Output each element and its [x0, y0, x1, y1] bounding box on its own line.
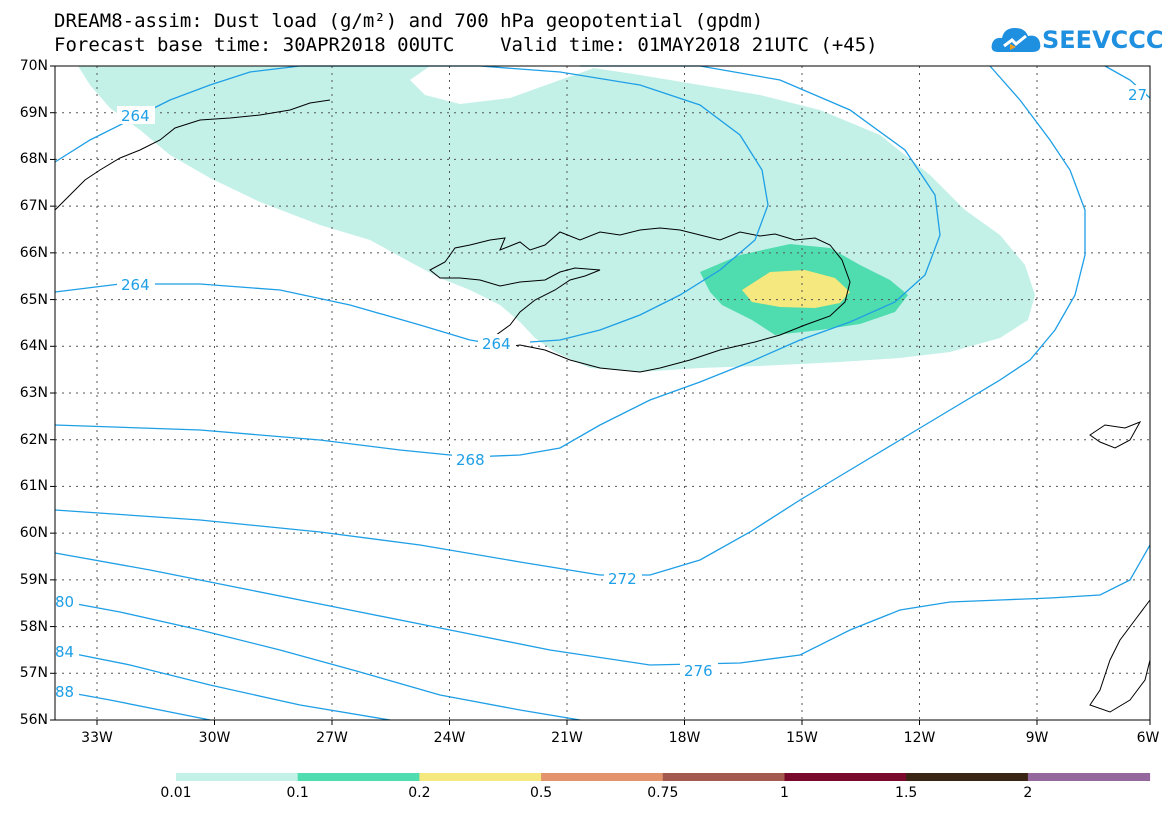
- seevccc-logo: SEEVCCC: [990, 20, 1164, 60]
- lat-label: 56N: [19, 712, 48, 728]
- dust-field-moderate: [742, 270, 850, 308]
- cloud-icon: [991, 28, 1041, 52]
- chart-title: DREAM8-assim: Dust load (g/m²) and 700 h…: [54, 10, 764, 32]
- lon-label: 15W: [786, 730, 818, 746]
- contour-label: 272: [608, 570, 637, 588]
- contour-label: 264: [482, 335, 511, 353]
- graticule: [55, 66, 1150, 720]
- contour-280: [54, 599, 581, 721]
- contour-276: [54, 544, 1151, 666]
- contour-label: 84: [55, 643, 74, 661]
- contour-label: 27: [1128, 86, 1147, 104]
- lon-label: 24W: [433, 730, 466, 746]
- lon-label: 9W: [1025, 730, 1049, 746]
- logo-text: SEEVCCC: [1042, 26, 1164, 54]
- lat-label: 64N: [19, 338, 48, 355]
- colorbar-label: 0.75: [647, 785, 679, 801]
- contour-288: [54, 689, 211, 721]
- colorbar-label: 2: [1023, 785, 1033, 801]
- lat-label: 67N: [19, 198, 48, 215]
- lon-label: 6W: [1136, 730, 1160, 746]
- lat-label: 65N: [19, 291, 48, 308]
- contour-label: 276: [684, 662, 713, 680]
- greenland-coastline: [54, 99, 331, 211]
- geopotential-contours: [54, 65, 1151, 721]
- faroe-coastline: [1089, 421, 1142, 449]
- coastline-layer: [54, 99, 1151, 713]
- lat-label: 68N: [19, 151, 48, 168]
- lon-label: 33W: [81, 730, 113, 746]
- colorbar-label: 0.01: [160, 785, 192, 801]
- colorbar-label: 0.2: [408, 785, 431, 801]
- chart-subtitle: Forecast base time: 30APR2018 00UTC Vali…: [54, 34, 878, 56]
- lon-label: 27W: [316, 730, 348, 746]
- dust-field-layer: [78, 66, 1035, 372]
- lon-label: 21W: [551, 730, 583, 746]
- contour-label: 80: [55, 593, 74, 611]
- contour-272: [54, 65, 1086, 576]
- lat-label: 70N: [19, 58, 48, 74]
- contour-label: 264: [121, 276, 150, 294]
- contour-284: [54, 649, 391, 721]
- lat-label: 57N: [19, 665, 48, 682]
- lat-label: 66N: [19, 244, 48, 261]
- colorbar-label: 1.5: [895, 785, 918, 801]
- lat-label: 58N: [19, 618, 48, 635]
- axis-ticks: [50, 65, 1151, 725]
- colorbar-label: 1: [780, 785, 789, 801]
- contour-label: 264: [121, 107, 150, 125]
- lon-label: 30W: [198, 730, 231, 746]
- scotland-coastline: [1089, 599, 1151, 713]
- colorbar-label: 0.1: [286, 785, 309, 801]
- iceland-coastline: [429, 227, 851, 373]
- lon-label: 18W: [668, 730, 701, 746]
- contour-label: 268: [456, 451, 485, 469]
- clear-area: [410, 66, 600, 104]
- dust-field-lowest: [78, 66, 1035, 372]
- lat-label: 60N: [19, 525, 48, 542]
- lat-label: 62N: [19, 431, 48, 448]
- lat-label: 61N: [19, 478, 48, 495]
- contour-label-layer: 264 264 264 268 272 276 27 80 84 88: [55, 85, 1147, 701]
- contour-label: 88: [55, 683, 74, 701]
- lat-label: 69N: [19, 104, 48, 121]
- lat-label: 63N: [19, 385, 48, 401]
- lon-label: 12W: [903, 730, 936, 746]
- lat-label: 59N: [19, 571, 48, 588]
- colorbar-label: 0.5: [529, 785, 553, 801]
